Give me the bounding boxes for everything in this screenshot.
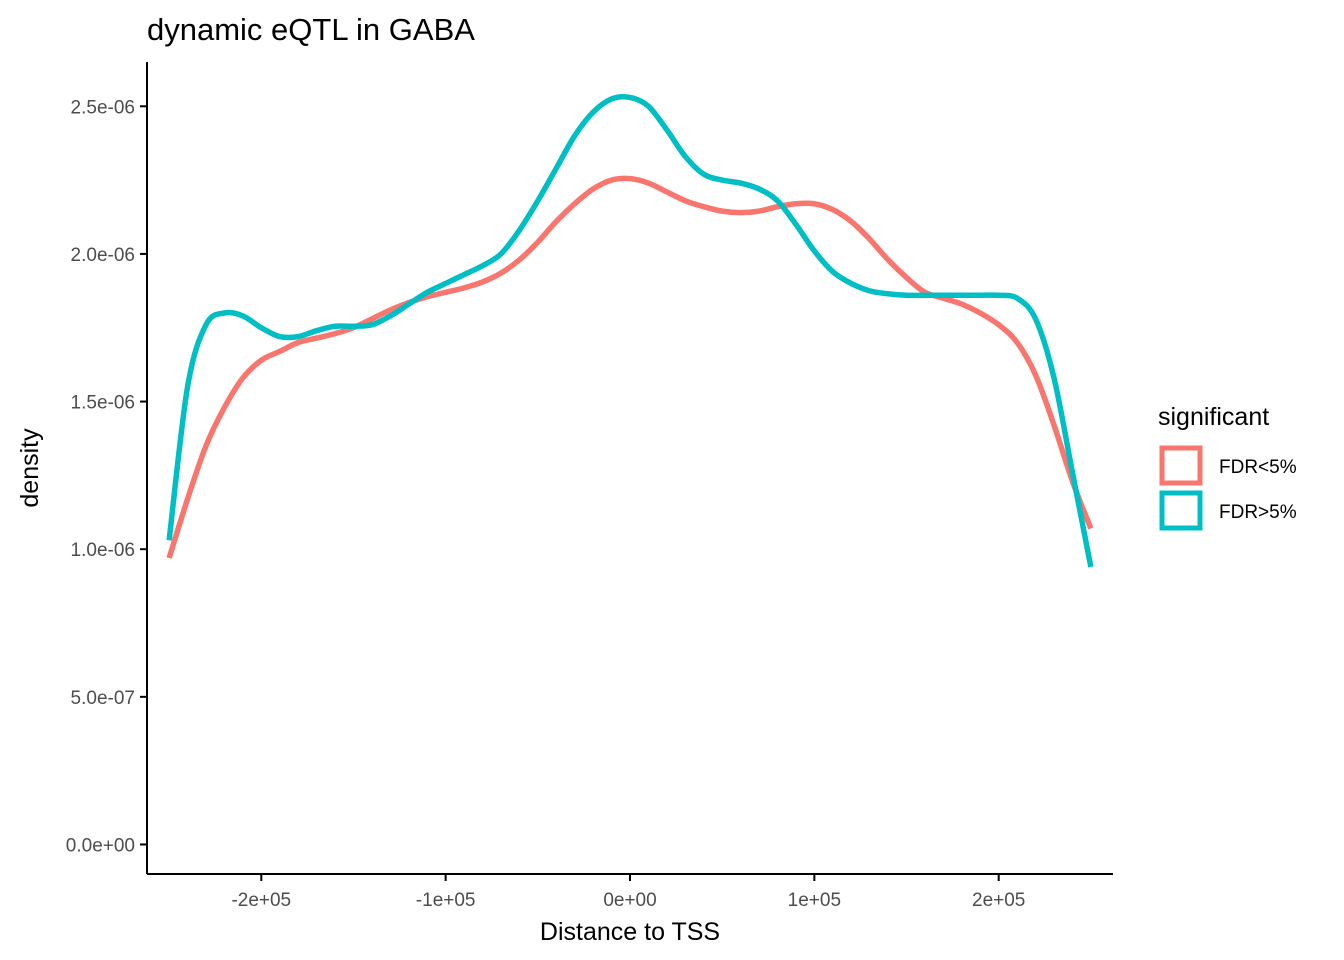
x-tick-label: 0e+00	[603, 890, 656, 911]
x-tick-label: -1e+05	[416, 890, 476, 911]
x-tick-label: 2e+05	[972, 890, 1025, 911]
series-line-fdr-lt-5pct	[166, 175, 1094, 559]
legend: significant FDR<5% FDR>5%	[1158, 403, 1297, 531]
x-axis-title: Distance to TSS	[540, 918, 720, 946]
y-tick-label: 1.0e-06	[71, 540, 135, 561]
plot-area	[166, 93, 1094, 568]
legend-key-1	[1159, 490, 1203, 531]
legend-label: FDR<5%	[1219, 457, 1297, 478]
legend-title: significant	[1158, 403, 1269, 431]
x-axis-ticks: -2e+05 -1e+05 0e+00 1e+05 2e+05	[231, 874, 1025, 911]
legend-label: FDR>5%	[1219, 502, 1297, 523]
y-tick-label: 0.0e+00	[66, 835, 135, 856]
y-tick-label: 5.0e-07	[71, 688, 135, 709]
y-tick-label: 2.0e-06	[71, 245, 135, 266]
y-tick-label: 2.5e-06	[71, 97, 135, 118]
legend-key-0	[1159, 445, 1203, 486]
x-tick-label: -2e+05	[231, 890, 291, 911]
y-axis-title: density	[16, 428, 44, 508]
chart-title: dynamic eQTL in GABA	[147, 12, 475, 47]
series-line-fdr-gt-5pct	[166, 93, 1094, 568]
y-axis-ticks: 0.0e+00 5.0e-07 1.0e-06 1.5e-06 2.0e-06 2.5e-…	[66, 97, 147, 856]
y-tick-label: 1.5e-06	[71, 393, 135, 414]
x-tick-label: 1e+05	[788, 890, 841, 911]
